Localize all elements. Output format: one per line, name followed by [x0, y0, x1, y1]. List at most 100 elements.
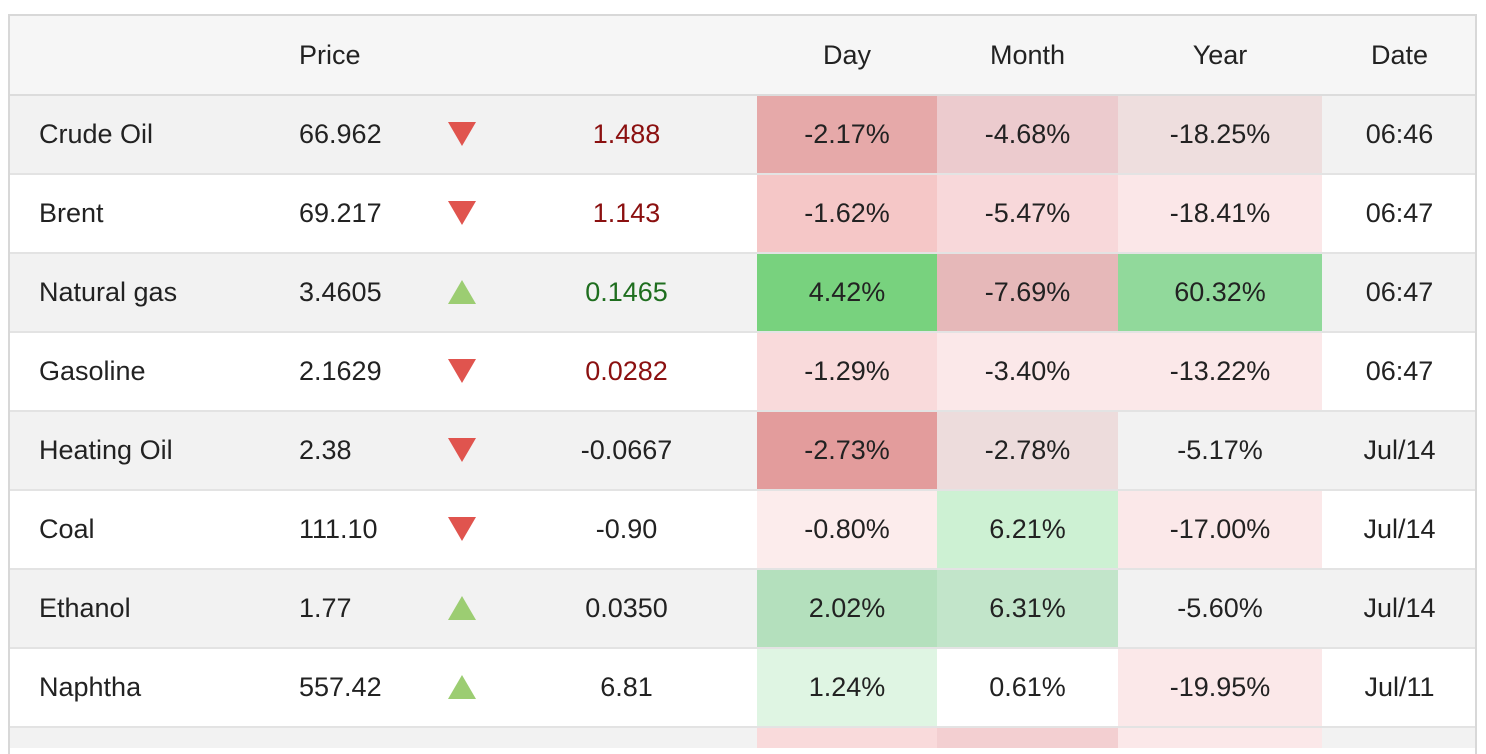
change-cell: 1.488 — [496, 95, 757, 175]
commodity-name-link[interactable]: Heating Oil — [10, 411, 256, 491]
table-row[interactable]: Crude Oil 66.962 1.488 -2.17% -4.68% -18.25% 0… — [10, 95, 1475, 175]
change-cell: -0.0667 — [496, 411, 757, 491]
change-cell: 0.0350 — [496, 569, 757, 649]
header-date[interactable]: Date — [1322, 16, 1475, 96]
price-cell: 69.217 — [256, 174, 428, 254]
header-month[interactable]: Month — [937, 16, 1118, 96]
table-row[interactable]: Heating Oil 2.38 -0.0667 -2.73% -2.78% -5.17%… — [10, 411, 1475, 491]
partial-cell — [428, 727, 496, 748]
triangle-up-icon — [448, 595, 476, 620]
day-change-cell: -1.29% — [757, 332, 937, 412]
price-cell: 2.1629 — [256, 332, 428, 412]
partial-cell — [1322, 727, 1475, 748]
month-change-cell: -2.78% — [937, 411, 1118, 491]
month-change-cell: 0.61% — [937, 648, 1118, 728]
table-body: Crude Oil 66.962 1.488 -2.17% -4.68% -18.25% 0… — [10, 95, 1475, 748]
day-change-cell: -2.17% — [757, 95, 937, 175]
change-cell: 1.143 — [496, 174, 757, 254]
day-change-cell: 2.02% — [757, 569, 937, 649]
price-cell: 3.4605 — [256, 253, 428, 333]
direction-cell — [428, 95, 496, 175]
header-price[interactable]: Price — [256, 16, 428, 96]
table-header-row: Price Day Month Year Date — [10, 16, 1475, 96]
commodities-table-panel: Price Day Month Year Date Crude Oil 66.96… — [8, 14, 1477, 754]
year-change-cell: 60.32% — [1118, 253, 1322, 333]
commodity-name-link[interactable]: Brent — [10, 174, 256, 254]
partial-cell — [10, 727, 256, 748]
change-cell: 0.0282 — [496, 332, 757, 412]
direction-cell — [428, 253, 496, 333]
date-cell: 06:47 — [1322, 253, 1475, 333]
direction-cell — [428, 332, 496, 412]
table-row[interactable]: Brent 69.217 1.143 -1.62% -5.47% -18.41% 06:47 — [10, 174, 1475, 254]
commodity-name-link[interactable]: Ethanol — [10, 569, 256, 649]
header-arrow — [428, 16, 496, 96]
year-change-cell: -18.25% — [1118, 95, 1322, 175]
table-row[interactable]: Coal 111.10 -0.90 -0.80% 6.21% -17.00% Jul/14 — [10, 490, 1475, 570]
direction-cell — [428, 490, 496, 570]
date-cell: Jul/14 — [1322, 569, 1475, 649]
table-row-partial — [10, 727, 1475, 748]
date-cell: 06:47 — [1322, 332, 1475, 412]
month-change-cell: -4.68% — [937, 95, 1118, 175]
table-row[interactable]: Natural gas 3.4605 0.1465 4.42% -7.69% 60.32%… — [10, 253, 1475, 333]
table-row[interactable]: Ethanol 1.77 0.0350 2.02% 6.31% -5.60% Jul/14 — [10, 569, 1475, 649]
header-change — [496, 16, 757, 96]
triangle-up-icon — [448, 674, 476, 699]
commodity-name-link[interactable]: Gasoline — [10, 332, 256, 412]
date-cell: 06:46 — [1322, 95, 1475, 175]
year-change-cell: -13.22% — [1118, 332, 1322, 412]
triangle-down-icon — [448, 437, 476, 462]
triangle-down-icon — [448, 516, 476, 541]
table-row[interactable]: Naphtha 557.42 6.81 1.24% 0.61% -19.95% Jul/11 — [10, 648, 1475, 728]
price-cell: 1.77 — [256, 569, 428, 649]
commodity-name-link[interactable]: Naphtha — [10, 648, 256, 728]
header-day[interactable]: Day — [757, 16, 937, 96]
price-cell: 111.10 — [256, 490, 428, 570]
commodity-name-link[interactable]: Coal — [10, 490, 256, 570]
direction-cell — [428, 174, 496, 254]
year-change-cell: -5.60% — [1118, 569, 1322, 649]
change-cell: -0.90 — [496, 490, 757, 570]
header-name — [10, 16, 256, 96]
partial-cell — [496, 727, 757, 748]
year-change-cell: -19.95% — [1118, 648, 1322, 728]
date-cell: Jul/11 — [1322, 648, 1475, 728]
month-change-cell: -5.47% — [937, 174, 1118, 254]
date-cell: Jul/14 — [1322, 411, 1475, 491]
triangle-up-icon — [448, 279, 476, 304]
triangle-down-icon — [448, 200, 476, 225]
price-cell: 557.42 — [256, 648, 428, 728]
price-cell: 66.962 — [256, 95, 428, 175]
price-cell: 2.38 — [256, 411, 428, 491]
direction-cell — [428, 569, 496, 649]
partial-cell — [757, 727, 937, 748]
triangle-down-icon — [448, 121, 476, 146]
year-change-cell: -5.17% — [1118, 411, 1322, 491]
header-year[interactable]: Year — [1118, 16, 1322, 96]
month-change-cell: -3.40% — [937, 332, 1118, 412]
change-cell: 0.1465 — [496, 253, 757, 333]
partial-cell — [937, 727, 1118, 748]
month-change-cell: 6.21% — [937, 490, 1118, 570]
date-cell: Jul/14 — [1322, 490, 1475, 570]
day-change-cell: -1.62% — [757, 174, 937, 254]
direction-cell — [428, 411, 496, 491]
day-change-cell: -2.73% — [757, 411, 937, 491]
day-change-cell: 1.24% — [757, 648, 937, 728]
change-cell: 6.81 — [496, 648, 757, 728]
partial-cell — [256, 727, 428, 748]
table-row[interactable]: Gasoline 2.1629 0.0282 -1.29% -3.40% -13.22% 0… — [10, 332, 1475, 412]
month-change-cell: 6.31% — [937, 569, 1118, 649]
day-change-cell: 4.42% — [757, 253, 937, 333]
direction-cell — [428, 648, 496, 728]
year-change-cell: -17.00% — [1118, 490, 1322, 570]
triangle-down-icon — [448, 358, 476, 383]
commodity-name-link[interactable]: Natural gas — [10, 253, 256, 333]
month-change-cell: -7.69% — [937, 253, 1118, 333]
date-cell: 06:47 — [1322, 174, 1475, 254]
commodities-table: Price Day Month Year Date Crude Oil 66.96… — [10, 16, 1475, 748]
day-change-cell: -0.80% — [757, 490, 937, 570]
commodity-name-link[interactable]: Crude Oil — [10, 95, 256, 175]
partial-cell — [1118, 727, 1322, 748]
